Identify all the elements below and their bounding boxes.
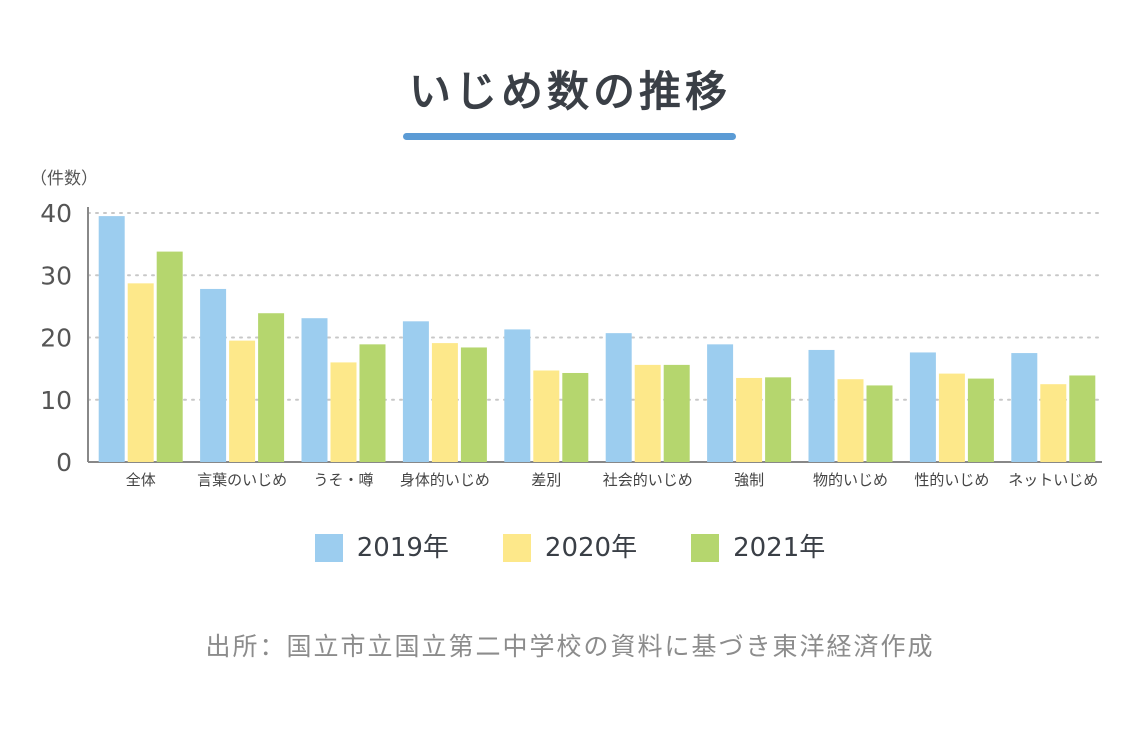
legend-label-2019: 2019年 xyxy=(356,533,449,563)
legend-swatch-2021 xyxy=(691,534,720,562)
y-tick-label-30: 30 xyxy=(40,261,72,290)
bar-2020年-全体 xyxy=(127,283,154,462)
bar-2021年-言葉のいじめ xyxy=(258,313,285,462)
legend: 2019年 2020年 2021年 xyxy=(0,533,1140,563)
legend-label-2021: 2021年 xyxy=(733,533,826,563)
source-note: 出所：国立市立国立第二中学校の資料に基づき東洋経済作成 xyxy=(205,632,935,661)
bar-2020年-物的いじめ xyxy=(837,379,864,462)
bar-2020年-言葉のいじめ xyxy=(229,340,256,462)
bar-2021年-全体 xyxy=(156,251,183,462)
x-tick-label-ネットいじめ: ネットいじめ xyxy=(1008,471,1098,489)
title-underline xyxy=(403,133,736,140)
bar-2019年-差別 xyxy=(504,329,531,462)
x-tick-label-差別: 差別 xyxy=(531,471,561,489)
x-tick-label-言葉のいじめ: 言葉のいじめ xyxy=(197,471,287,489)
bar-2019年-うそ・噂 xyxy=(301,318,328,462)
y-tick-label-40: 40 xyxy=(40,199,72,228)
bar-2020年-社会的いじめ xyxy=(634,364,661,462)
y-tick-label-20: 20 xyxy=(40,324,72,353)
bar-2019年-言葉のいじめ xyxy=(200,288,227,462)
x-tick-label-強制: 強制 xyxy=(734,471,764,489)
bar-2020年-強制 xyxy=(736,377,763,462)
x-tick-label-物的いじめ: 物的いじめ xyxy=(813,471,888,489)
bar-2019年-ネットいじめ xyxy=(1011,353,1038,462)
bar-2019年-社会的いじめ xyxy=(605,333,632,462)
bar-2019年-強制 xyxy=(707,344,734,462)
bar-2021年-性的いじめ xyxy=(967,378,994,462)
bar-2019年-物的いじめ xyxy=(808,349,835,462)
x-tick-label-全体: 全体 xyxy=(126,471,156,489)
x-tick-label-性的いじめ: 性的いじめ xyxy=(914,471,989,489)
legend-swatch-2020 xyxy=(502,534,531,562)
bar-2021年-社会的いじめ xyxy=(663,364,690,462)
legend-label-2020: 2020年 xyxy=(544,533,638,563)
bar-2021年-身体的いじめ xyxy=(460,347,487,462)
x-tick-label-身体的いじめ: 身体的いじめ xyxy=(400,471,490,489)
bar-2021年-物的いじめ xyxy=(866,385,893,462)
y-tick-label-0: 0 xyxy=(56,448,72,477)
bar-2021年-うそ・噂 xyxy=(359,344,386,462)
bar-2019年-性的いじめ xyxy=(909,352,936,462)
bar-2020年-差別 xyxy=(533,370,560,462)
bar-2021年-差別 xyxy=(562,372,589,462)
y-tick-label-10: 10 xyxy=(40,386,72,415)
bar-2019年-身体的いじめ xyxy=(402,321,429,462)
legend-item-2020: 2020年 xyxy=(502,533,638,563)
y-axis-label: （件数） xyxy=(30,169,98,189)
bar-2019年-全体 xyxy=(98,216,125,462)
chart-title: いじめ数の推移 xyxy=(408,67,731,116)
bar-2021年-強制 xyxy=(765,377,792,462)
legend-swatch-2019 xyxy=(314,534,343,562)
legend-item-2019: 2019年 xyxy=(314,533,449,563)
legend-item-2021: 2021年 xyxy=(691,533,825,563)
bar-2020年-うそ・噂 xyxy=(330,362,357,462)
x-tick-label-社会的いじめ: 社会的いじめ xyxy=(603,471,693,489)
bar-2020年-性的いじめ xyxy=(938,373,965,462)
bar-2020年-ネットいじめ xyxy=(1040,384,1067,462)
x-tick-label-うそ・噂: うそ・噂 xyxy=(313,471,373,489)
bar-2021年-ネットいじめ xyxy=(1069,375,1096,462)
bar-2020年-身体的いじめ xyxy=(431,343,458,462)
